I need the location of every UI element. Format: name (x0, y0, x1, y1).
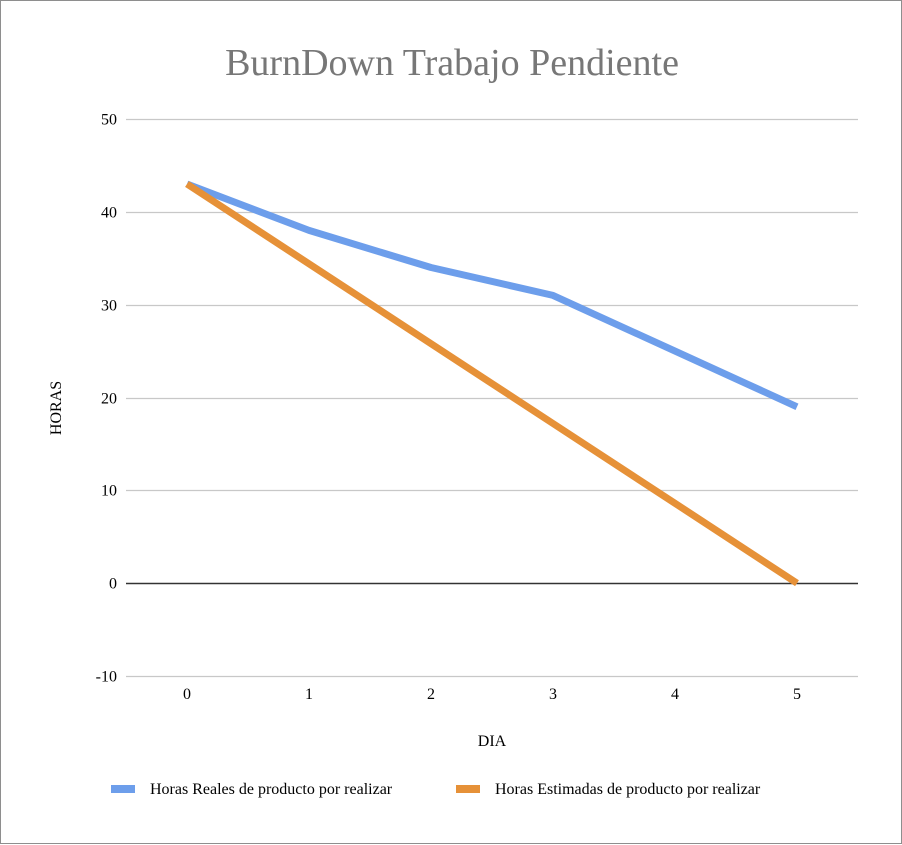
x-tick-label: 4 (671, 686, 679, 703)
legend-swatch (111, 785, 135, 793)
y-tick-label: 50 (101, 112, 117, 129)
series-line-1 (185, 180, 799, 410)
y-tick-label: 0 (109, 576, 117, 593)
series-lines (185, 180, 799, 587)
y-tick-labels: -10 0 10 20 30 40 50 (96, 112, 117, 686)
x-axis-title: DIA (478, 733, 507, 750)
chart-title: BurnDown Trabajo Pendiente (225, 42, 679, 84)
y-tick-label: 30 (101, 298, 117, 315)
y-tick-label: 10 (101, 483, 117, 500)
y-tick-label: -10 (96, 669, 117, 686)
series-line-2 (185, 181, 799, 587)
legend: Horas Reales de producto por realizar Hor… (111, 781, 761, 798)
y-tick-label: 20 (101, 391, 117, 408)
legend-label: Horas Estimadas de producto por realizar (495, 781, 761, 798)
x-tick-label: 1 (305, 686, 313, 703)
y-axis-title: HORAS (48, 381, 65, 435)
x-tick-label: 2 (427, 686, 435, 703)
gridlines (126, 118, 858, 678)
legend-label: Horas Reales de producto por realizar (150, 781, 393, 798)
legend-swatch (456, 785, 480, 793)
x-tick-labels: 0 1 2 3 4 5 (183, 686, 801, 703)
x-tick-label: 5 (793, 686, 801, 703)
legend-item-1: Horas Reales de producto por realizar (111, 781, 393, 798)
x-tick-label: 0 (183, 686, 191, 703)
y-tick-label: 40 (101, 205, 117, 222)
legend-item-2: Horas Estimadas de producto por realizar (456, 781, 761, 798)
x-tick-label: 3 (549, 686, 557, 703)
